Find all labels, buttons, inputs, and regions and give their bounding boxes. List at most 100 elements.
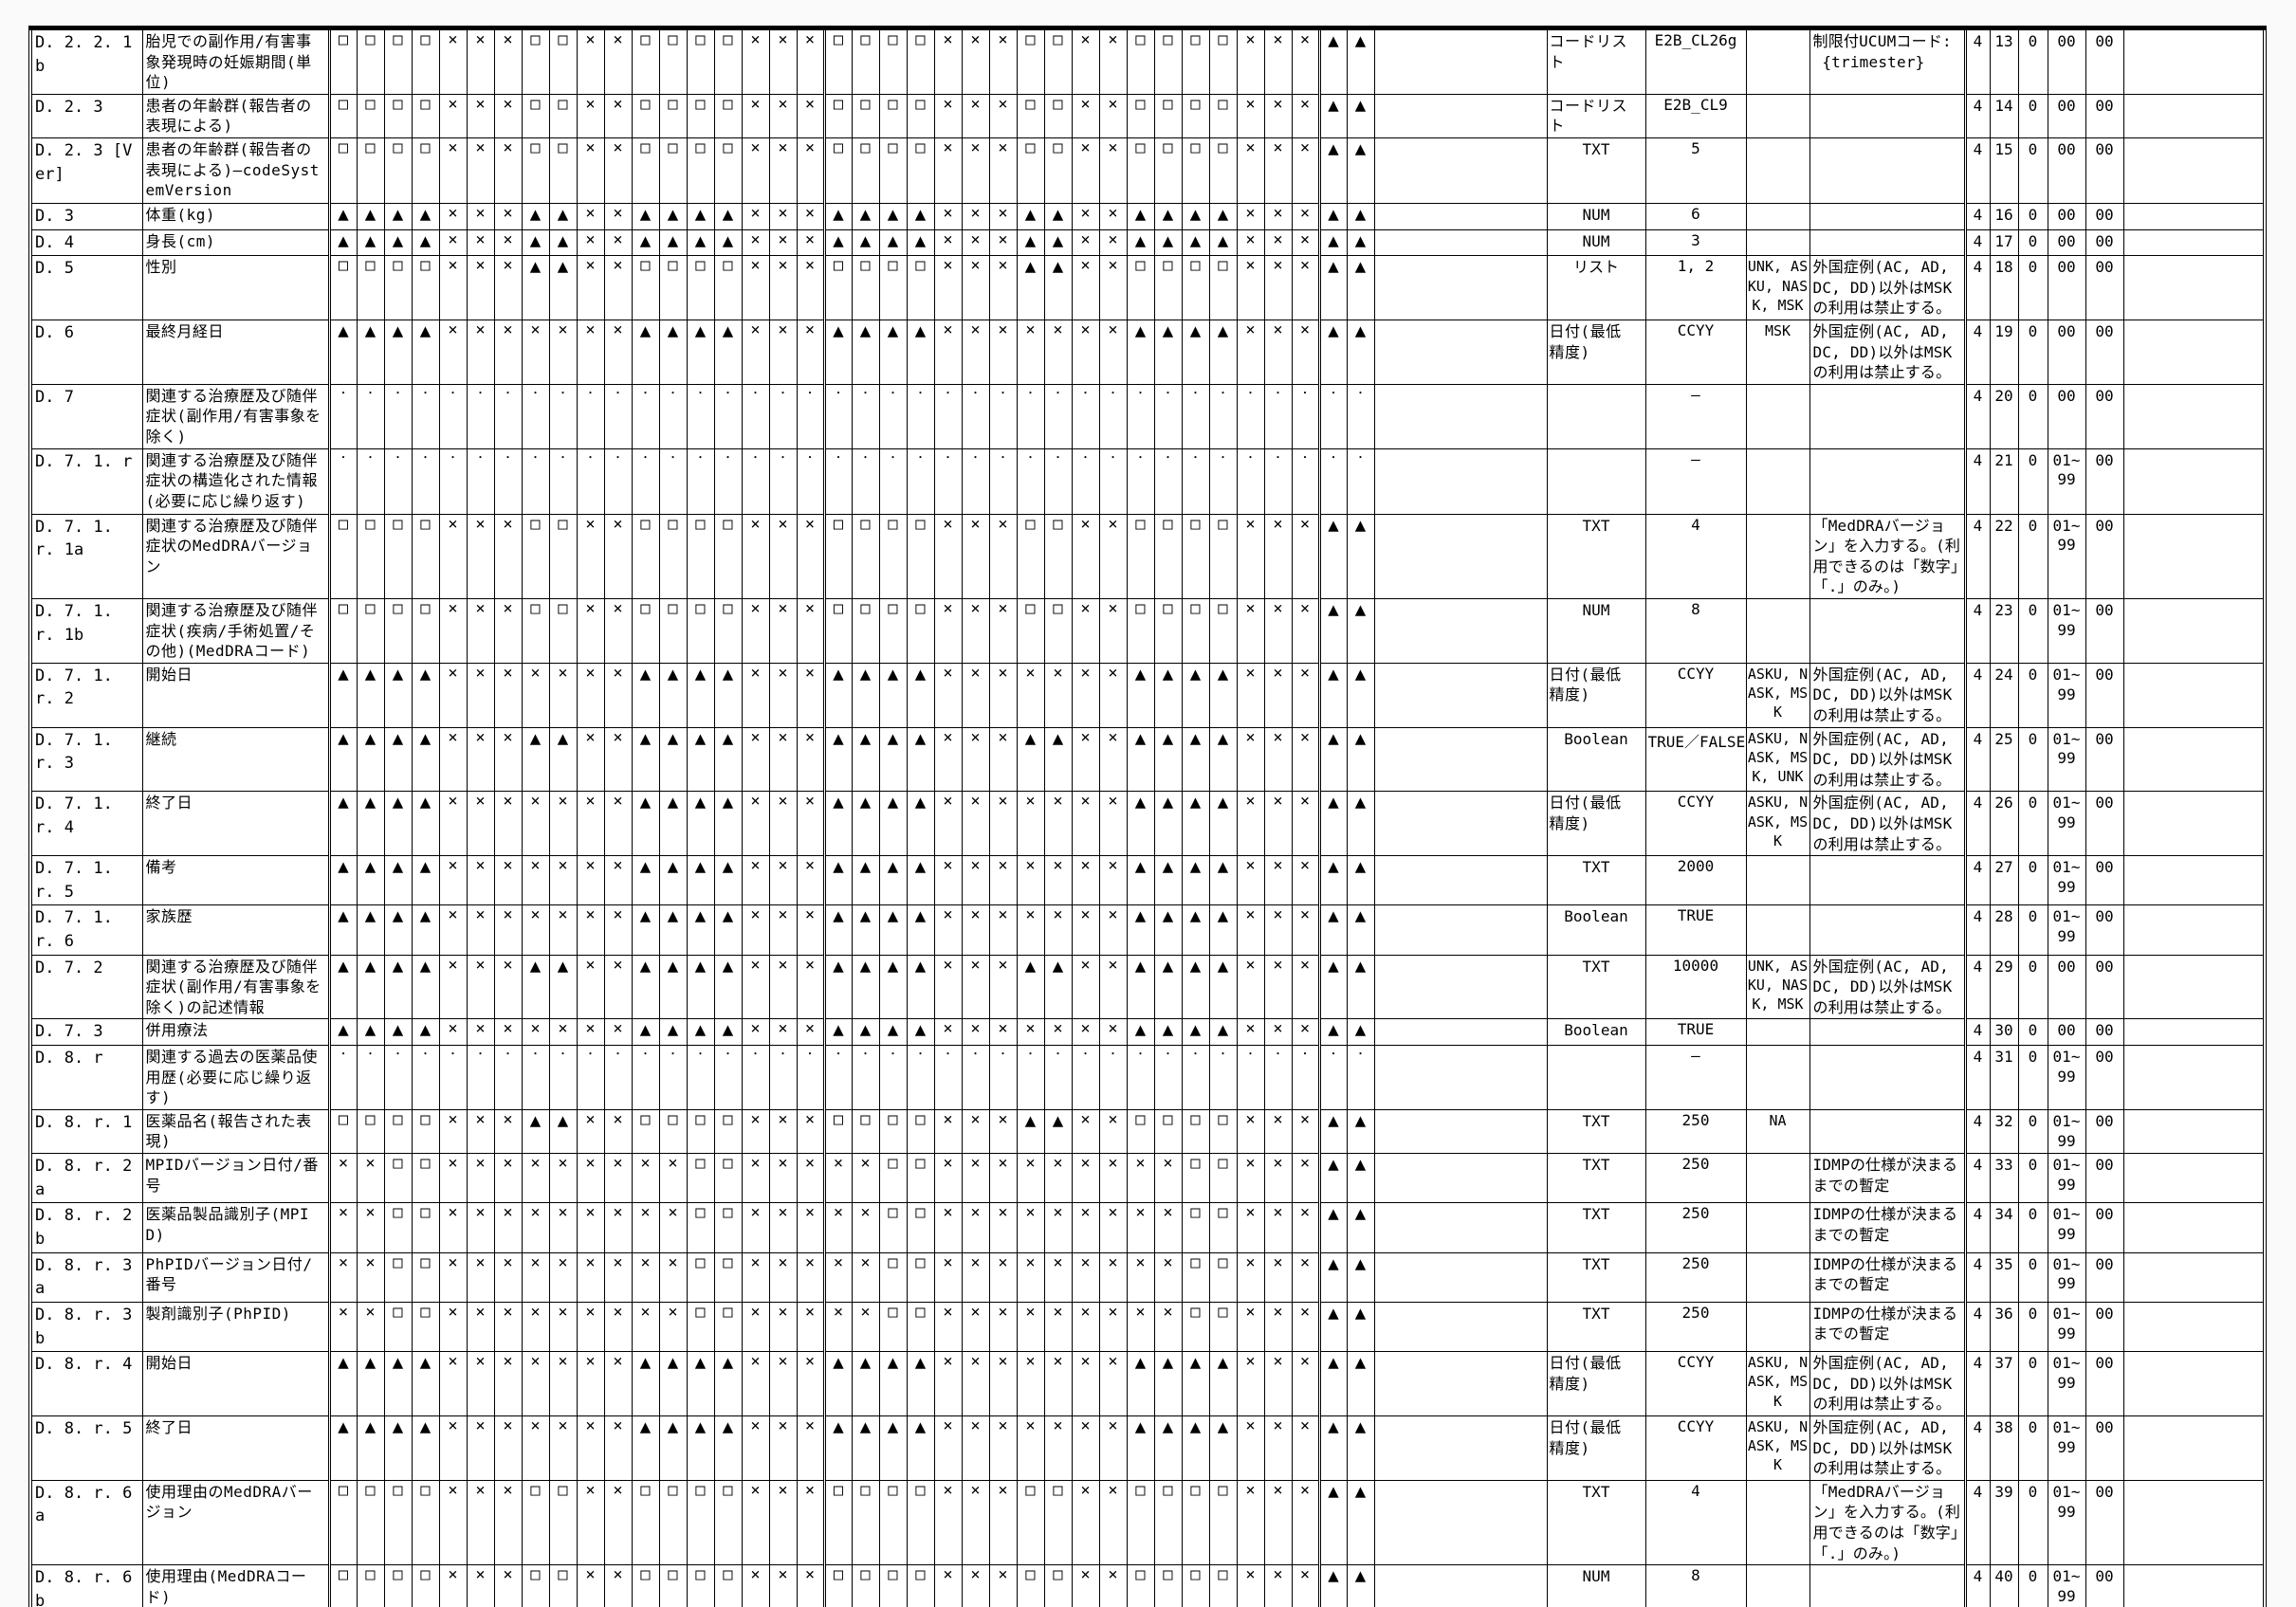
repeat-dot-mark: ・ [466,447,495,515]
optional-triangle-mark: ▲ [878,1415,908,1481]
repeat-code-cell: 00 [2085,1564,2124,1607]
optional-triangle-mark: ▲ [1043,1108,1073,1155]
repeat-dot-mark: ・ [1153,383,1183,449]
repeat-min-max-cell: 01~ 99 [2047,447,2086,515]
item-id-cell: D. 2. 3 [Ver] [29,137,143,204]
not-applicable-cross-mark: × [933,1415,963,1481]
required-box-mark: □ [356,1479,385,1566]
not-applicable-cross-mark: × [521,662,550,728]
flag-cell: 0 [2017,1202,2048,1253]
required-box-mark: □ [411,93,440,138]
not-applicable-cross-mark: × [1016,904,1045,956]
optional-triangle-mark: ▲ [631,228,660,257]
optional-triangle-mark: ▲ [822,904,853,956]
null-flavor-cell [1745,904,1810,956]
not-applicable-cross-mark: × [493,93,523,138]
spacer-cell [1373,791,1548,857]
not-applicable-cross-mark: × [438,320,468,385]
not-applicable-cross-mark: × [741,855,770,906]
section-number-cell: 4 [1963,855,1991,906]
optional-triangle-mark: ▲ [548,726,578,793]
required-box-mark: □ [356,513,385,599]
not-applicable-cross-mark: × [1126,1153,1155,1204]
required-box-mark: □ [1208,1153,1238,1204]
spacer-cell [1373,513,1548,599]
optional-triangle-mark: ▲ [411,662,440,728]
required-box-mark: □ [521,1564,550,1607]
not-applicable-cross-mark: × [768,1108,798,1155]
required-box-mark: □ [411,27,440,95]
not-applicable-cross-mark: × [521,1301,550,1353]
required-box-mark: □ [822,93,853,138]
required-box-mark: □ [411,1301,440,1353]
length-or-value-cell: 10000 [1644,954,1747,1020]
not-applicable-cross-mark: × [658,1202,688,1253]
optional-triangle-mark: ▲ [686,1351,715,1416]
spacer-cell [1373,1351,1548,1416]
repeat-code-cell: 00 [2085,1251,2124,1303]
required-box-mark: □ [851,255,880,321]
not-applicable-cross-mark: × [1263,597,1293,664]
not-applicable-cross-mark: × [1291,137,1320,204]
optional-triangle-mark: ▲ [822,228,853,257]
not-applicable-cross-mark: × [796,1153,825,1204]
required-box-mark: □ [1153,1564,1183,1607]
optional-triangle-mark: ▲ [1317,791,1348,857]
not-applicable-cross-mark: × [438,1018,468,1047]
not-applicable-cross-mark: × [741,202,770,230]
repeat-dot-mark: ・ [383,383,413,449]
optional-triangle-mark: ▲ [1317,1153,1348,1204]
not-applicable-cross-mark: × [1236,228,1265,257]
not-applicable-cross-mark: × [988,726,1018,793]
not-applicable-cross-mark: × [493,137,523,204]
table-row: D. 6 最終月経日 ▲ ▲ ▲ ▲ × × × × × × × ▲ ▲ ▲ ▲ × × × ▲ ▲ ▲ ▲ × × × × × × × ▲ ▲… [29,320,2266,385]
not-applicable-cross-mark: × [1263,1301,1293,1353]
not-applicable-cross-mark: × [988,1153,1018,1204]
required-box-mark: □ [713,1251,743,1303]
not-applicable-cross-mark: × [1236,791,1265,857]
not-applicable-cross-mark: × [1071,855,1100,906]
spacer-cell [1373,726,1548,793]
repeat-dot-mark: ・ [1263,447,1293,515]
optional-triangle-mark: ▲ [631,202,660,230]
required-box-mark: □ [327,597,358,664]
not-applicable-cross-mark: × [988,1564,1018,1607]
required-box-mark: □ [1043,1564,1073,1607]
spacer-cell [1373,597,1548,664]
required-box-mark: □ [878,255,908,321]
item-id-cell: D. 5 [29,255,143,321]
required-box-mark: □ [1126,1564,1155,1607]
flag-cell: 0 [2017,1301,2048,1353]
not-applicable-cross-mark: × [1291,1108,1320,1155]
optional-triangle-mark: ▲ [906,202,935,230]
optional-triangle-mark: ▲ [1317,255,1348,321]
flag-cell: 0 [2017,1153,2048,1204]
not-applicable-cross-mark: × [1098,855,1128,906]
not-applicable-cross-mark: × [822,1202,853,1253]
length-or-value-cell: 250 [1644,1251,1747,1303]
table-row: D. 7. 1. r. 5 備考 ▲ ▲ ▲ ▲ × × × × × × × ▲ ▲ ▲ ▲ × × × ▲ ▲ ▲ ▲ × × ×… [29,855,2266,906]
optional-triangle-mark: ▲ [713,954,743,1020]
not-applicable-cross-mark: × [576,255,605,321]
optional-triangle-mark: ▲ [383,855,413,906]
required-box-mark: □ [713,1153,743,1204]
not-applicable-cross-mark: × [1236,1251,1265,1303]
not-applicable-cross-mark: × [741,904,770,956]
spacer-cell [1373,27,1548,95]
spacer-cell [1373,1415,1548,1481]
optional-triangle-mark: ▲ [548,228,578,257]
repeat-dot-mark: ・ [988,447,1018,515]
not-applicable-cross-mark: × [1071,791,1100,857]
section-number-cell: 4 [1963,1564,1991,1607]
not-applicable-cross-mark: × [851,1153,880,1204]
not-applicable-cross-mark: × [658,1301,688,1353]
repeat-dot-mark: ・ [603,383,633,449]
repeat-dot-mark: ・ [438,383,468,449]
flag-cell: 0 [2017,93,2048,138]
null-flavor-cell: ASKU, NASK, MSK [1745,791,1810,857]
optional-triangle-mark: ▲ [1208,726,1238,793]
table-row: D. 7. 3 併用療法 ▲ ▲ ▲ ▲ × × × × × × × ▲ ▲ ▲ ▲ × × × ▲ ▲ ▲ ▲ × × × × × × ×… [29,1018,2266,1047]
not-applicable-cross-mark: × [493,1018,523,1047]
repeat-dot-mark: ・ [466,1045,495,1110]
